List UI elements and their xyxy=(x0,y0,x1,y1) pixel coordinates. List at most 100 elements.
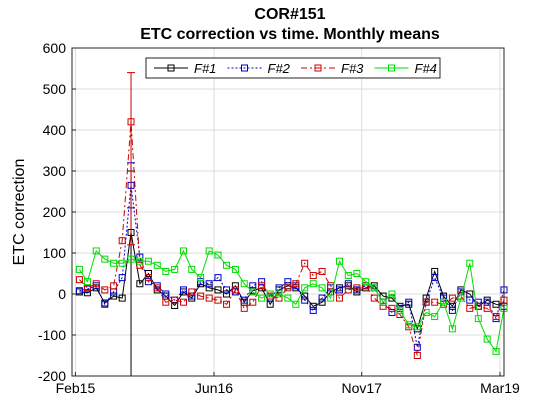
y-tick-label: -200 xyxy=(38,368,66,384)
data-point xyxy=(171,301,179,309)
data-point xyxy=(240,280,248,288)
data-point xyxy=(197,278,205,286)
data-point xyxy=(118,237,126,245)
data-point xyxy=(110,282,118,290)
data-point xyxy=(370,294,378,302)
x-tick-label: Jun16 xyxy=(195,380,233,396)
data-point xyxy=(353,284,361,292)
data-point xyxy=(162,267,170,275)
y-tick-label: -100 xyxy=(38,327,66,343)
data-point xyxy=(118,294,126,302)
data-point xyxy=(275,294,283,302)
data-point xyxy=(171,296,179,304)
data-point xyxy=(231,286,239,294)
data-point xyxy=(75,276,83,284)
data-point xyxy=(379,298,387,306)
series-line xyxy=(79,121,505,356)
data-point xyxy=(205,280,213,288)
y-tick-label: 200 xyxy=(43,204,67,220)
data-point xyxy=(353,270,361,277)
data-point xyxy=(431,313,439,321)
data-point xyxy=(396,306,404,314)
data-point xyxy=(292,280,300,288)
data-point xyxy=(258,282,266,290)
data-point xyxy=(309,280,317,288)
legend-entry: F#1 xyxy=(194,61,216,76)
data-point xyxy=(492,313,500,321)
data-point xyxy=(223,286,231,294)
data-point xyxy=(144,257,152,265)
data-point xyxy=(92,280,100,288)
data-point xyxy=(188,288,196,296)
data-point xyxy=(318,267,326,275)
legend: F#1 F#2 F#3 F#4 xyxy=(145,57,441,79)
data-point xyxy=(118,274,126,282)
data-point xyxy=(197,292,205,300)
data-point xyxy=(205,294,213,302)
data-point xyxy=(301,296,309,304)
data-point xyxy=(214,296,222,304)
data-point xyxy=(422,298,430,306)
legend-marker xyxy=(388,64,395,72)
data-point xyxy=(127,118,135,126)
data-point xyxy=(258,278,266,286)
data-point xyxy=(405,298,413,306)
data-point xyxy=(492,347,500,355)
data-point xyxy=(483,335,491,343)
data-point xyxy=(344,286,352,294)
data-point xyxy=(214,286,222,294)
data-point xyxy=(101,255,109,263)
data-point xyxy=(362,282,370,290)
data-point xyxy=(75,287,83,295)
data-point xyxy=(344,272,352,280)
y-tick-label: 400 xyxy=(43,122,67,138)
legend-entry: F#2 xyxy=(268,61,291,76)
data-point xyxy=(118,259,126,267)
data-point xyxy=(466,259,474,267)
data-point xyxy=(284,284,292,292)
data-point xyxy=(83,289,91,297)
data-point xyxy=(335,286,343,294)
x-tick-label: Nov17 xyxy=(341,380,382,396)
data-point xyxy=(179,247,187,255)
data-point xyxy=(223,300,231,308)
data-point xyxy=(335,257,343,265)
chart-subtitle: ETC correction vs time. Monthly means xyxy=(140,26,440,43)
data-point xyxy=(301,259,309,267)
data-point xyxy=(327,294,335,302)
legend-entry: F#4 xyxy=(415,61,437,76)
data-point xyxy=(483,304,491,312)
data-point xyxy=(370,284,378,292)
data-point xyxy=(197,274,205,282)
data-point xyxy=(162,298,170,306)
data-point xyxy=(101,286,109,294)
data-point xyxy=(110,259,118,267)
data-point xyxy=(231,265,239,273)
data-point xyxy=(301,292,309,300)
legend-marker xyxy=(314,64,322,72)
data-point xyxy=(205,247,213,255)
data-point xyxy=(205,284,213,292)
legend-marker xyxy=(241,64,248,72)
data-point xyxy=(474,302,482,310)
data-point xyxy=(153,261,161,269)
data-point xyxy=(223,261,231,269)
data-point xyxy=(188,265,196,273)
data-point xyxy=(309,272,317,280)
data-point xyxy=(309,306,317,314)
y-tick-label: 100 xyxy=(43,245,67,261)
data-point xyxy=(405,321,413,329)
data-point xyxy=(214,274,222,282)
data-point xyxy=(75,265,83,273)
data-point xyxy=(179,286,187,294)
y-tick-label: 0 xyxy=(58,286,66,302)
data-point xyxy=(258,294,266,302)
data-point xyxy=(440,298,448,306)
data-point xyxy=(136,261,144,269)
data-point xyxy=(448,306,456,314)
legend-entry: F#3 xyxy=(341,61,364,76)
legend-box xyxy=(145,57,441,79)
data-point xyxy=(422,308,430,316)
data-point xyxy=(492,300,500,308)
